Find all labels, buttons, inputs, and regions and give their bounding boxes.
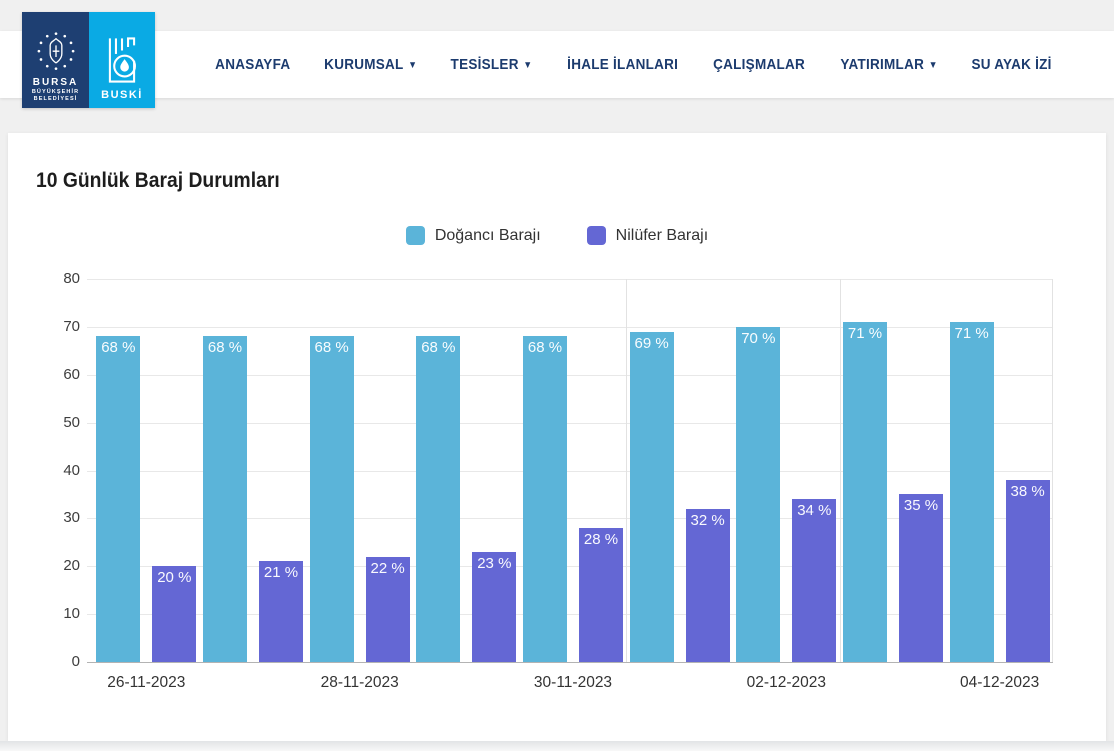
bar-doganci-0[interactable]: 68 % (96, 336, 141, 662)
bar-doganci-5[interactable]: 69 % (629, 331, 674, 662)
nav-item-1[interactable]: KURUMSAL ▼ (323, 56, 417, 73)
bar-value-label: 68 % (207, 339, 243, 357)
gridline (87, 518, 1053, 520)
logo[interactable]: BURSA BÜYÜKŞEHİR BELEDİYESİ BUSKİ (22, 12, 155, 108)
bar-value-label: 20 % (157, 569, 192, 587)
bar-value-label: 34 % (797, 502, 832, 520)
bar-value-label: 68 % (421, 339, 456, 357)
bar-value-label: 68 % (101, 339, 136, 357)
bar-value-label: 32 % (690, 511, 725, 529)
bar-nilufer-4[interactable]: 28 % (579, 527, 623, 662)
gridline (87, 374, 1053, 376)
main-nav: ANASAYFA KURUMSAL ▼ TESİSLER ▼ İHALE İLANLARI… (211, 31, 1056, 98)
x-axis-tick-label: 30-11-2023 (533, 674, 613, 691)
gridline (87, 470, 1053, 472)
legend-item-0[interactable]: Doğancı Barajı (405, 226, 541, 245)
y-axis-tick-label: 70 (63, 317, 80, 335)
buski-logo-text: BUSKİ (101, 89, 143, 101)
gridline-vertical (1052, 279, 1053, 662)
bar-value-label: 35 % (903, 497, 939, 515)
legend-swatch-icon (586, 226, 606, 245)
buski-logo[interactable]: BUSKİ (89, 12, 155, 108)
legend-label: Nilüfer Barajı (615, 226, 709, 244)
gridline (87, 422, 1053, 424)
x-axis-tick-label: 26-11-2023 (107, 674, 186, 691)
bar-doganci-2[interactable]: 68 % (309, 336, 354, 662)
gridline-vertical (839, 279, 841, 662)
bar-nilufer-8[interactable]: 38 % (1005, 480, 1050, 662)
chart-legend: Doğancı Barajı Nilüfer Barajı (8, 226, 1106, 245)
y-axis-tick-label: 20 (63, 557, 80, 575)
page-title: 10 Günlük Baraj Durumları (36, 169, 280, 192)
bar-doganci-7[interactable]: 71 % (843, 322, 887, 662)
x-axis-tick-label: 02-12-2023 (746, 674, 826, 691)
bar-nilufer-0[interactable]: 20 % (152, 566, 197, 662)
page-bottom-strip (0, 741, 1114, 751)
content-card: 10 Günlük Baraj Durumları Doğancı Barajı… (8, 133, 1106, 741)
gridline (87, 326, 1053, 328)
y-axis-tick-label: 50 (63, 413, 80, 431)
gridline-vertical (626, 279, 628, 662)
x-axis-tick-label: 04-12-2023 (960, 674, 1040, 691)
nav-item-4[interactable]: ÇALIŞMALAR (713, 56, 806, 73)
legend-label: Doğancı Barajı (434, 226, 541, 244)
y-axis-tick-label: 10 (63, 605, 80, 623)
dam-status-chart: 0 10 20 30 40 50 60 70 80 68 % 20 % 26-11-2023 68 % 2… (63, 270, 1053, 691)
bursa-municipality-logo[interactable]: BURSA BÜYÜKŞEHİR BELEDİYESİ (22, 12, 89, 108)
nav-item-0[interactable]: ANASAYFA (215, 56, 291, 73)
y-axis-tick-label: 40 (63, 461, 80, 479)
top-nav-bar (0, 31, 1114, 98)
gridline (87, 566, 1053, 568)
bar-value-label: 68 % (314, 339, 349, 357)
legend-swatch-icon (405, 226, 425, 245)
bar-value-label: 21 % (263, 564, 299, 582)
bar-value-label: 71 % (847, 325, 883, 343)
gridline (87, 662, 1053, 663)
bursa-emblem-icon (37, 32, 74, 70)
nav-item-2[interactable]: TESİSLER ▼ (450, 56, 533, 73)
bar-value-label: 23 % (477, 554, 512, 572)
bar-nilufer-3[interactable]: 23 % (472, 551, 517, 662)
y-axis-tick-label: 0 (71, 653, 80, 670)
bar-doganci-6[interactable]: 70 % (736, 326, 781, 662)
y-axis-tick-label: 60 (63, 365, 80, 383)
bar-value-label: 69 % (634, 334, 669, 352)
nav-item-6[interactable]: SU AYAK İZİ (971, 56, 1052, 73)
bar-nilufer-6[interactable]: 34 % (792, 499, 837, 662)
chevron-down-icon: ▼ (928, 60, 938, 71)
x-axis-tick-label: 28-11-2023 (320, 674, 399, 691)
gridline (87, 614, 1053, 616)
bar-nilufer-1[interactable]: 21 % (259, 561, 303, 662)
bursa-logo-text: BURSA (32, 77, 79, 88)
chevron-down-icon: ▼ (523, 60, 533, 71)
bar-doganci-3[interactable]: 68 % (416, 336, 461, 662)
bar-value-label: 22 % (370, 559, 405, 577)
buski-drop-icon (108, 37, 136, 83)
gridline (87, 279, 1053, 280)
bar-value-label: 28 % (583, 530, 619, 548)
bar-nilufer-7[interactable]: 35 % (899, 494, 943, 662)
y-axis-tick-label: 30 (63, 509, 80, 527)
chevron-down-icon: ▼ (407, 60, 417, 71)
bar-value-label: 68 % (527, 339, 563, 357)
nav-item-5[interactable]: YATIRIMLAR ▼ (840, 56, 938, 73)
nav-item-3[interactable]: İHALE İLANLARI (567, 56, 679, 73)
bar-doganci-4[interactable]: 68 % (523, 336, 567, 662)
bar-doganci-1[interactable]: 68 % (203, 336, 247, 662)
legend-item-1[interactable]: Nilüfer Barajı (586, 226, 709, 245)
bar-nilufer-2[interactable]: 22 % (365, 556, 410, 662)
y-axis-tick-label: 80 (63, 270, 80, 287)
bar-value-label: 71 % (954, 325, 989, 343)
bar-value-label: 38 % (1010, 483, 1045, 501)
bar-nilufer-5[interactable]: 32 % (685, 508, 730, 662)
bar-value-label: 70 % (741, 329, 776, 347)
bar-doganci-8[interactable]: 71 % (949, 322, 994, 662)
